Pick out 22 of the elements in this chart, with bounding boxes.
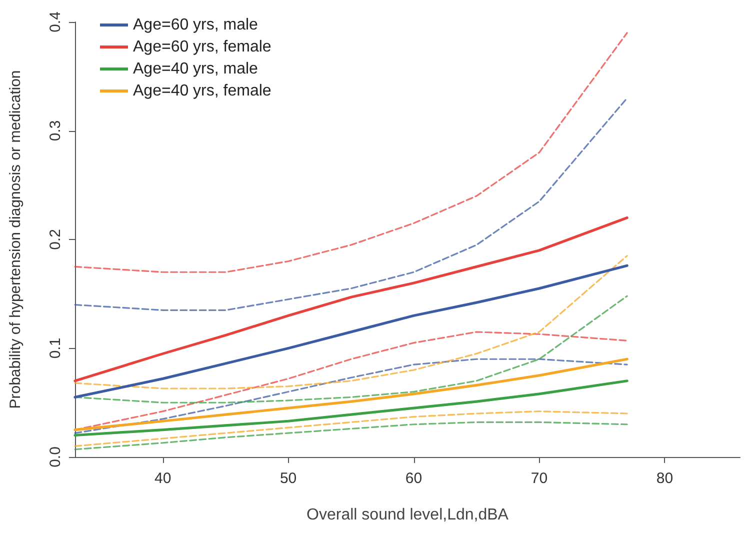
legend-label: Age=40 yrs, female [133,82,272,100]
line-series [74,216,628,382]
line-series [74,410,628,447]
legend-label: Age=40 yrs, male [133,60,258,78]
legend-label: Age=60 yrs, male [133,16,258,34]
legend-label: Age=60 yrs, female [133,38,272,56]
line-series [74,421,628,450]
y-tick-label: 0.4 [47,12,64,32]
x-tick-label: 80 [656,470,674,487]
line-series [74,380,628,437]
x-tick-label: 60 [405,470,422,487]
y-axis-title: Probability of hypertension diagnosis or medication [7,70,24,409]
y-tick-label: 0.1 [47,338,64,359]
y-tick-label: 0.3 [47,120,64,142]
y-tick-label: 0.0 [47,446,64,468]
x-tick-label: 50 [280,470,297,487]
y-tick-label: 0.2 [47,229,64,250]
x-tick-label: 40 [154,470,172,487]
line-series [74,97,628,311]
x-tick-label: 70 [530,470,548,487]
x-axis-title: Overall sound level,Ldn,dBA [306,506,509,524]
line-series [74,32,628,273]
